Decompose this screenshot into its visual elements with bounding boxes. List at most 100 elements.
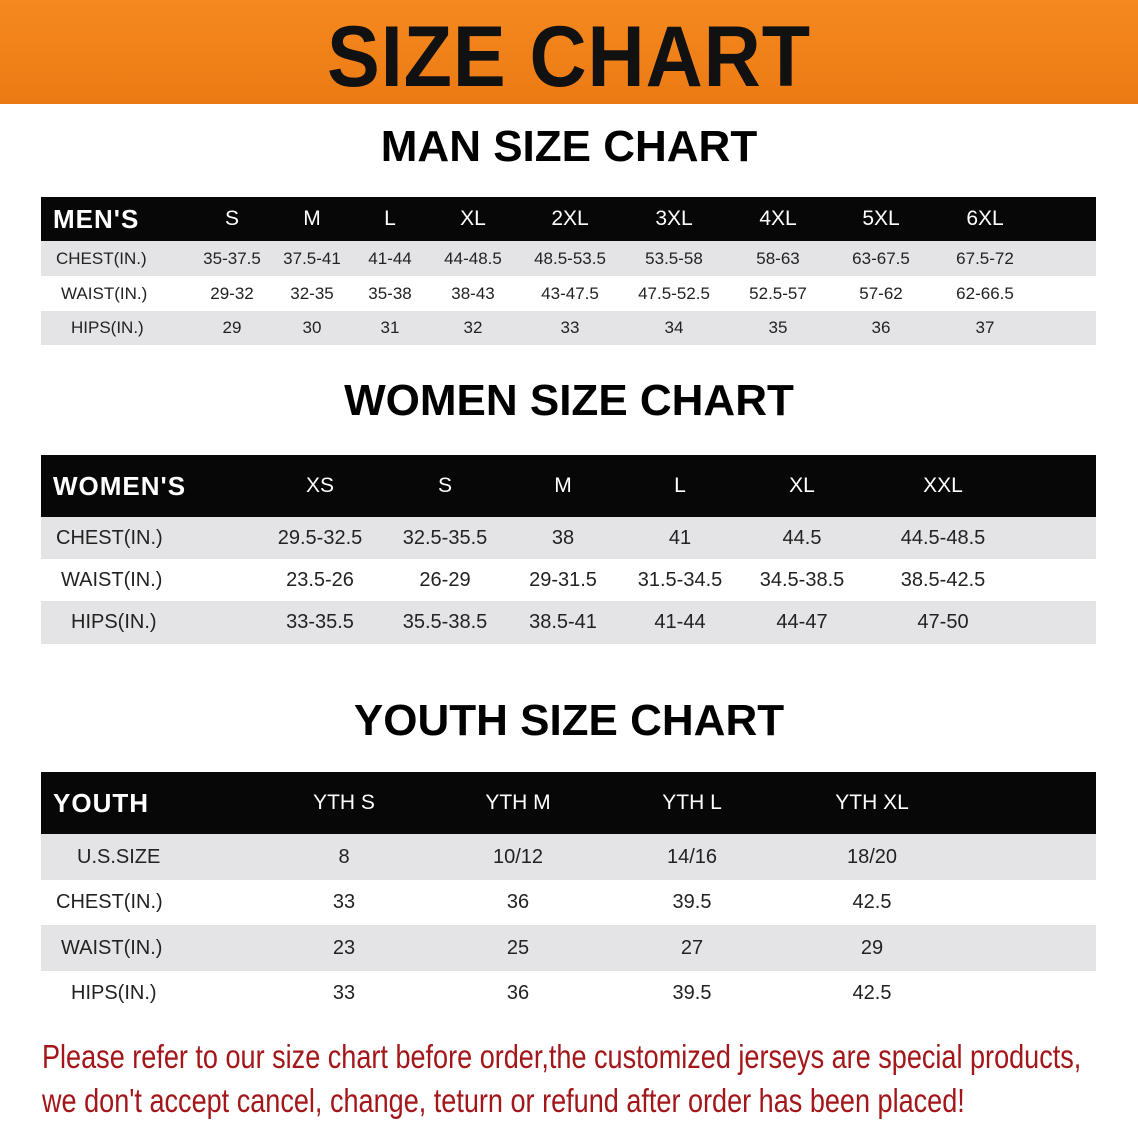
table-cell: 34 bbox=[664, 318, 684, 337]
table-cell: 44.5-48.5 bbox=[900, 526, 986, 549]
size-column-header: XL bbox=[460, 207, 486, 230]
table-cell: 44-48.5 bbox=[444, 248, 502, 268]
size-column-header: YTH S bbox=[313, 791, 375, 814]
size-column-header: XXL bbox=[923, 474, 963, 497]
size-column-header: 4XL bbox=[759, 207, 797, 230]
women-size-table: WOMEN'S XS S M L XL XXL CHEST(IN.) 29.5-32.5 32.5… bbox=[41, 455, 1096, 644]
table-cell: 42.5 bbox=[852, 982, 892, 1004]
table-cell: 48.5-53.5 bbox=[534, 248, 606, 268]
table-cell: 36 bbox=[506, 891, 530, 913]
women-header-row: WOMEN'S XS S M L XL XXL bbox=[41, 455, 1096, 517]
row-label: WAIST(IN.) bbox=[61, 283, 148, 303]
row-label: HIPS(IN.) bbox=[71, 982, 157, 1004]
notice-line-1: Please refer to our size chart before or… bbox=[42, 1038, 1082, 1075]
table-cell: 23 bbox=[332, 936, 356, 959]
table-cell: 29-31.5 bbox=[529, 568, 597, 591]
table-cell: 35-37.5 bbox=[203, 248, 261, 268]
table-cell: 8 bbox=[338, 845, 350, 868]
table-cell: 39.5 bbox=[672, 982, 712, 1004]
table-cell: 32 bbox=[463, 318, 483, 337]
banner: SIZE CHART bbox=[0, 0, 1138, 105]
table-cell: 25 bbox=[506, 936, 530, 959]
table-cell: 32-35 bbox=[290, 283, 334, 303]
youth-header-row: YOUTH YTH S YTH M YTH L YTH XL bbox=[41, 772, 1096, 834]
table-cell: 36 bbox=[506, 982, 530, 1004]
row-label: WAIST(IN.) bbox=[61, 568, 163, 591]
table-cell: 35 bbox=[768, 318, 788, 337]
table-row: CHEST(IN.) 33 36 39.5 42.5 bbox=[41, 880, 1096, 925]
table-row: WAIST(IN.) 23.5-26 26-29 29-31.5 31.5-34.5 34… bbox=[41, 559, 1096, 601]
table-row: HIPS(IN.) 29 30 31 32 33 34 35 36 37 bbox=[41, 311, 1096, 345]
size-column-header: 2XL bbox=[551, 207, 589, 230]
size-column-header: L bbox=[674, 474, 686, 497]
table-row: U.S.SIZE 8 10/12 14/16 18/20 bbox=[41, 834, 1096, 880]
men-section-title: MAN SIZE CHART bbox=[380, 122, 758, 171]
table-cell: 63-67.5 bbox=[852, 248, 910, 268]
row-label: CHEST(IN.) bbox=[56, 248, 147, 268]
table-cell: 33 bbox=[332, 982, 356, 1004]
table-cell: 35-38 bbox=[368, 283, 412, 303]
table-cell: 42.5 bbox=[852, 891, 892, 913]
table-cell: 41 bbox=[668, 526, 692, 549]
size-column-header: YTH XL bbox=[835, 791, 909, 814]
table-cell: 35.5-38.5 bbox=[402, 611, 488, 633]
size-column-header: L bbox=[384, 207, 396, 230]
table-cell: 52.5-57 bbox=[749, 283, 807, 303]
table-cell: 10/12 bbox=[492, 845, 544, 868]
table-cell: 38.5-42.5 bbox=[900, 568, 986, 591]
table-cell: 37.5-41 bbox=[283, 248, 341, 268]
table-cell: 33 bbox=[332, 891, 356, 913]
table-cell: 41-44 bbox=[368, 248, 412, 268]
size-column-header: YTH L bbox=[662, 791, 722, 814]
banner-title: SIZE CHART bbox=[327, 9, 811, 105]
table-cell: 39.5 bbox=[672, 891, 712, 913]
table-cell: 33 bbox=[560, 318, 580, 337]
table-cell: 32.5-35.5 bbox=[402, 526, 488, 549]
youth-size-table: YOUTH YTH S YTH M YTH L YTH XL U.S.SIZE 8 10/12… bbox=[41, 772, 1096, 1016]
table-cell: 29-32 bbox=[210, 283, 254, 303]
table-cell: 38 bbox=[551, 526, 575, 549]
table-cell: 47-50 bbox=[917, 611, 969, 633]
table-cell: 38-43 bbox=[451, 283, 495, 303]
header-label: MEN'S bbox=[53, 203, 140, 234]
header-label: YOUTH bbox=[53, 787, 149, 818]
table-row: HIPS(IN.) 33-35.5 35.5-38.5 38.5-41 41-44 44-… bbox=[41, 601, 1096, 644]
row-label: U.S.SIZE bbox=[77, 845, 161, 868]
row-label: WAIST(IN.) bbox=[61, 936, 163, 959]
table-cell: 29 bbox=[860, 936, 884, 959]
table-cell: 58-63 bbox=[756, 248, 800, 268]
notice-line-2: we don't accept cancel, change, teturn o… bbox=[42, 1082, 965, 1119]
table-cell: 43-47.5 bbox=[541, 283, 599, 303]
table-cell: 31.5-34.5 bbox=[637, 568, 723, 591]
size-column-header: XS bbox=[305, 474, 335, 497]
size-column-header: S bbox=[437, 474, 453, 497]
men-header-row: MEN'S S M L XL 2XL 3XL 4XL 5XL 6XL bbox=[41, 197, 1096, 241]
table-cell: 23.5-26 bbox=[286, 568, 354, 591]
table-row: CHEST(IN.) 35-37.5 37.5-41 41-44 44-48.5 48.5… bbox=[41, 241, 1096, 276]
size-column-header: 5XL bbox=[862, 207, 900, 230]
table-cell: 29 bbox=[222, 318, 242, 337]
size-column-header: 6XL bbox=[966, 207, 1004, 230]
table-cell: 41-44 bbox=[654, 611, 706, 633]
table-cell: 31 bbox=[380, 318, 400, 337]
table-cell: 29.5-32.5 bbox=[277, 526, 363, 549]
table-cell: 67.5-72 bbox=[956, 248, 1014, 268]
size-column-header: YTH M bbox=[485, 791, 551, 814]
youth-section-title: YOUTH SIZE CHART bbox=[353, 696, 785, 745]
table-cell: 37 bbox=[975, 318, 995, 337]
table-cell: 44.5 bbox=[782, 526, 822, 549]
table-row: WAIST(IN.) 29-32 32-35 35-38 38-43 43-47.5 47.… bbox=[41, 276, 1096, 311]
table-row: WAIST(IN.) 23 25 27 29 bbox=[41, 925, 1096, 971]
women-section-title: WOMEN SIZE CHART bbox=[344, 376, 794, 425]
table-cell: 33-35.5 bbox=[286, 611, 354, 633]
table-cell: 57-62 bbox=[859, 283, 903, 303]
table-cell: 53.5-58 bbox=[645, 248, 703, 268]
men-size-table: MEN'S S M L XL 2XL 3XL 4XL 5XL 6XL CHEST(IN.) 35-37… bbox=[41, 197, 1096, 345]
table-cell: 30 bbox=[302, 318, 322, 337]
header-label: WOMEN'S bbox=[53, 470, 187, 501]
size-column-header: 3XL bbox=[655, 207, 693, 230]
size-column-header: S bbox=[224, 207, 240, 230]
table-row: CHEST(IN.) 29.5-32.5 32.5-35.5 38 41 44.5 44.5… bbox=[41, 517, 1096, 559]
table-row: HIPS(IN.) 33 36 39.5 42.5 bbox=[41, 971, 1096, 1016]
